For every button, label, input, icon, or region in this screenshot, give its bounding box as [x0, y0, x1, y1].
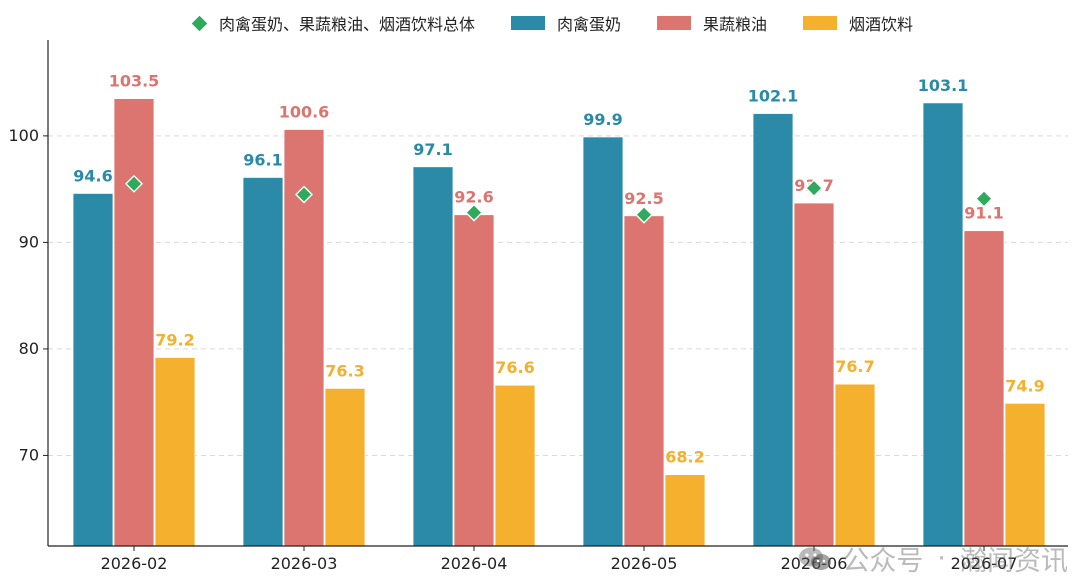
data-label-beverage-2026-07: 74.9: [1005, 376, 1044, 395]
bar-meat-2026-06[interactable]: [752, 113, 794, 547]
bars: [72, 98, 1046, 547]
data-label-produce-2026-07: 91.1: [964, 204, 1003, 223]
diamond-marker-icon: [191, 15, 208, 31]
wechat-icon: [799, 547, 832, 570]
total-marker-2026-02[interactable]: [125, 174, 143, 193]
y-tick-label-100: 100: [8, 126, 39, 145]
bar-meat-2026-05[interactable]: [582, 136, 624, 547]
data-label-meat-2026-06: 102.1: [748, 87, 799, 106]
watermark-separator: ·: [937, 543, 946, 574]
data-label-beverage-2026-05: 68.2: [665, 448, 704, 467]
axes: 70 80 90 100 2026-02 2026-03 2026-04 2026-05 202…: [8, 40, 1068, 573]
bar-produce-2026-04[interactable]: [453, 214, 495, 547]
bar-beverage-2026-03[interactable]: [324, 387, 366, 547]
x-tick-label-2026-03: 2026-03: [271, 554, 338, 573]
bar-produce-2026-07[interactable]: [963, 230, 1005, 547]
total-marker-2026-05[interactable]: [635, 205, 653, 224]
bar-beverage-2026-07[interactable]: [1004, 402, 1046, 547]
bar-meat-2026-04[interactable]: [412, 166, 454, 547]
data-label-meat-2026-03: 96.1: [243, 150, 282, 169]
x-tick-label-2026-04: 2026-04: [441, 554, 508, 573]
data-labels: 94.6 103.5 79.2 96.1 100.6 76.3 97.1 92.6 76.6 99…: [73, 72, 1044, 467]
data-label-produce-2026-04: 92.6: [454, 188, 493, 207]
x-tick-label-2026-07: 2026-07: [951, 554, 1018, 573]
bar-produce-2026-05[interactable]: [623, 215, 665, 547]
legend-swatch-meat: [511, 16, 546, 30]
legend-swatch-beverage: [803, 16, 838, 30]
watermark-text-account: 公众号: [842, 546, 924, 577]
bar-beverage-2026-04[interactable]: [494, 384, 536, 547]
y-tick-label-70: 70: [19, 445, 39, 464]
bar-meat-2026-02[interactable]: [72, 192, 114, 547]
data-label-beverage-2026-03: 76.3: [325, 361, 364, 380]
x-tick-label-2026-05: 2026-05: [611, 554, 678, 573]
bar-meat-2026-03[interactable]: [242, 177, 284, 547]
gridlines: [48, 135, 1068, 456]
total-marker-2026-07[interactable]: [975, 189, 993, 208]
data-label-meat-2026-05: 99.9: [583, 110, 622, 129]
total-marker-2026-04[interactable]: [465, 203, 483, 222]
legend: 肉禽蛋奶、果蔬粮油、烟酒饮料总体 肉禽蛋奶 果蔬粮油 烟酒饮料: [190, 10, 949, 36]
data-label-produce-2026-03: 100.6: [279, 102, 330, 121]
legend-label-beverage: 烟酒饮料: [849, 15, 914, 34]
legend-item-meat[interactable]: 肉禽蛋奶: [511, 11, 621, 35]
data-label-meat-2026-07: 103.1: [918, 76, 969, 95]
bar-beverage-2026-02[interactable]: [154, 357, 196, 547]
y-tick-label-90: 90: [19, 232, 39, 251]
data-label-meat-2026-02: 94.6: [73, 166, 112, 185]
legend-item-produce[interactable]: 果蔬粮油: [657, 11, 767, 35]
bar-produce-2026-02[interactable]: [113, 98, 155, 547]
bar-meat-2026-07[interactable]: [922, 102, 964, 547]
y-tick-label-80: 80: [19, 339, 39, 358]
bar-beverage-2026-06[interactable]: [834, 383, 876, 547]
data-label-produce-2026-02: 103.5: [109, 72, 160, 91]
total-marker-2026-06[interactable]: [805, 179, 823, 198]
legend-swatch-produce: [657, 16, 692, 30]
legend-label-total: 肉禽蛋奶、果蔬粮油、烟酒饮料总体: [219, 15, 476, 34]
legend-label-meat: 肉禽蛋奶: [557, 15, 622, 34]
legend-item-beverage[interactable]: 烟酒饮料: [803, 11, 913, 35]
data-label-produce-2026-05: 92.5: [624, 189, 663, 208]
data-label-meat-2026-04: 97.1: [413, 140, 452, 159]
data-label-beverage-2026-06: 76.7: [835, 357, 874, 376]
bar-produce-2026-06[interactable]: [793, 202, 835, 547]
legend-item-total[interactable]: 肉禽蛋奶、果蔬粮油、烟酒饮料总体: [190, 11, 475, 35]
total-markers: [125, 174, 993, 224]
watermark-text-brand: 瀚闻资讯: [960, 546, 1068, 577]
data-label-beverage-2026-02: 79.2: [155, 330, 194, 349]
total-marker-2026-03[interactable]: [295, 185, 313, 204]
data-label-beverage-2026-04: 76.6: [495, 358, 534, 377]
watermark: 公众号 · 瀚闻资讯: [798, 539, 1068, 578]
bar-beverage-2026-05[interactable]: [664, 474, 706, 547]
legend-label-produce: 果蔬粮油: [703, 15, 768, 34]
x-tick-label-2026-02: 2026-02: [101, 554, 168, 573]
